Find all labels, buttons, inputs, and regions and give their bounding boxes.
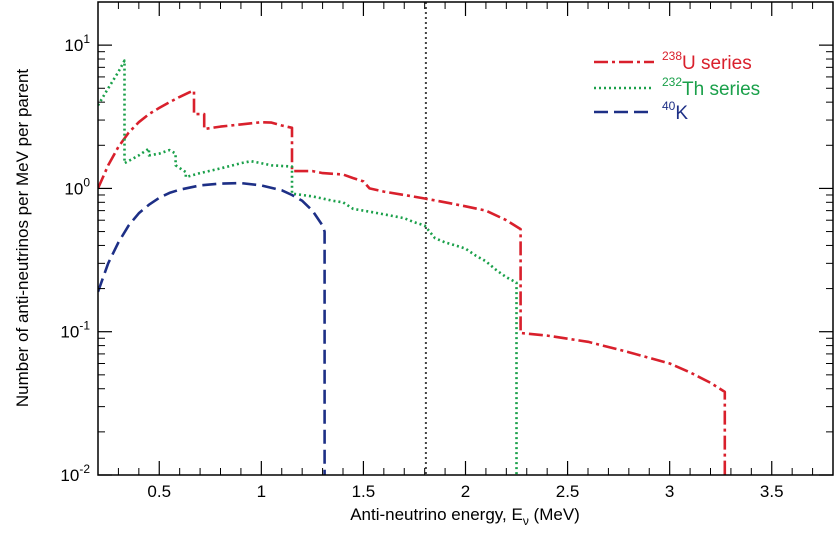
y-tick-label: 100 (64, 175, 90, 198)
legend-label-th-series: 232Th series (662, 75, 760, 100)
series-line-th-series (98, 59, 518, 475)
x-tick-label: 2 (461, 482, 470, 501)
x-axis-title: Anti-neutrino energy, Eν (MeV) (350, 505, 580, 528)
x-tick-label: 1 (257, 482, 266, 501)
legend-label-u-series: 238U series (662, 49, 752, 74)
y-tick-label: 10-1 (60, 319, 90, 342)
legend-label-k: 40K (662, 99, 688, 124)
x-tick-label: 3.5 (760, 482, 784, 501)
x-tick-label: 2.5 (556, 482, 580, 501)
y-axis-title: Number of anti-neutrinos per MeV per par… (13, 69, 32, 408)
series-line-u-series (98, 89, 727, 475)
x-tick-label: 0.5 (147, 482, 171, 501)
x-tick-label: 3 (665, 482, 674, 501)
x-tick-label: 1.5 (352, 482, 376, 501)
y-tick-label: 101 (64, 32, 90, 55)
series-line-k (98, 181, 326, 475)
y-tick-label: 10-2 (60, 462, 90, 485)
